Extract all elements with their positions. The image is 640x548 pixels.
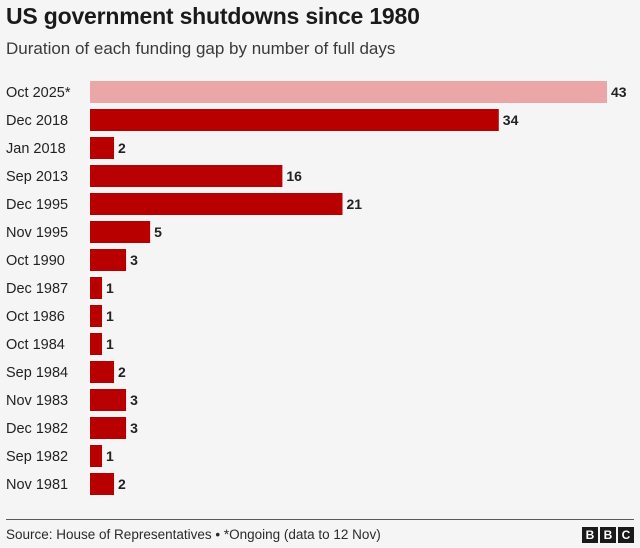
bar [90,445,103,467]
category-label: Nov 1981 [6,477,68,493]
bar [90,333,103,355]
bar [90,473,115,495]
footer-divider [6,519,634,520]
category-label: Oct 2025* [6,85,71,101]
data-label: 16 [286,168,302,184]
category-label: Sep 2013 [6,169,68,185]
bbc-logo-letter: B [582,527,598,543]
bar [90,249,127,271]
data-label: 3 [130,392,138,408]
data-label: 43 [611,84,627,100]
category-label: Sep 1984 [6,365,68,381]
bar [90,165,283,187]
bar [90,417,127,439]
data-label: 2 [118,364,126,380]
category-label: Oct 1986 [6,309,65,325]
bar [90,109,499,131]
category-label: Nov 1983 [6,393,68,409]
category-label: Dec 2018 [6,113,68,129]
bar [90,277,103,299]
data-label: 1 [106,280,114,296]
bar [90,193,343,215]
bar [90,221,151,243]
bar [90,389,127,411]
category-label: Jan 2018 [6,141,66,157]
chart-title: US government shutdowns since 1980 [6,3,420,29]
data-label: 2 [118,140,126,156]
data-label: 1 [106,336,114,352]
bar [90,137,115,159]
bar [90,361,115,383]
bbc-logo: B B C [582,527,634,543]
category-label: Dec 1987 [6,281,68,297]
data-label: 2 [118,476,126,492]
bbc-logo-letter: C [618,527,634,543]
category-label: Dec 1995 [6,197,68,213]
bar [90,81,607,103]
data-label: 21 [346,196,362,212]
data-label: 1 [106,448,114,464]
data-label: 3 [130,252,138,268]
category-label: Oct 1990 [6,253,65,269]
data-label: 34 [503,112,519,128]
data-label: 1 [106,308,114,324]
category-label: Dec 1982 [6,421,68,437]
category-label: Nov 1995 [6,225,68,241]
category-label: Oct 1984 [6,337,65,353]
bbc-logo-letter: B [600,527,616,543]
chart-subtitle: Duration of each funding gap by number o… [6,39,396,58]
category-label: Sep 1982 [6,449,68,465]
data-label: 5 [154,224,162,240]
bar [90,305,103,327]
data-label: 3 [130,420,138,436]
source-note: Source: House of Representatives • *Ongo… [6,527,381,542]
